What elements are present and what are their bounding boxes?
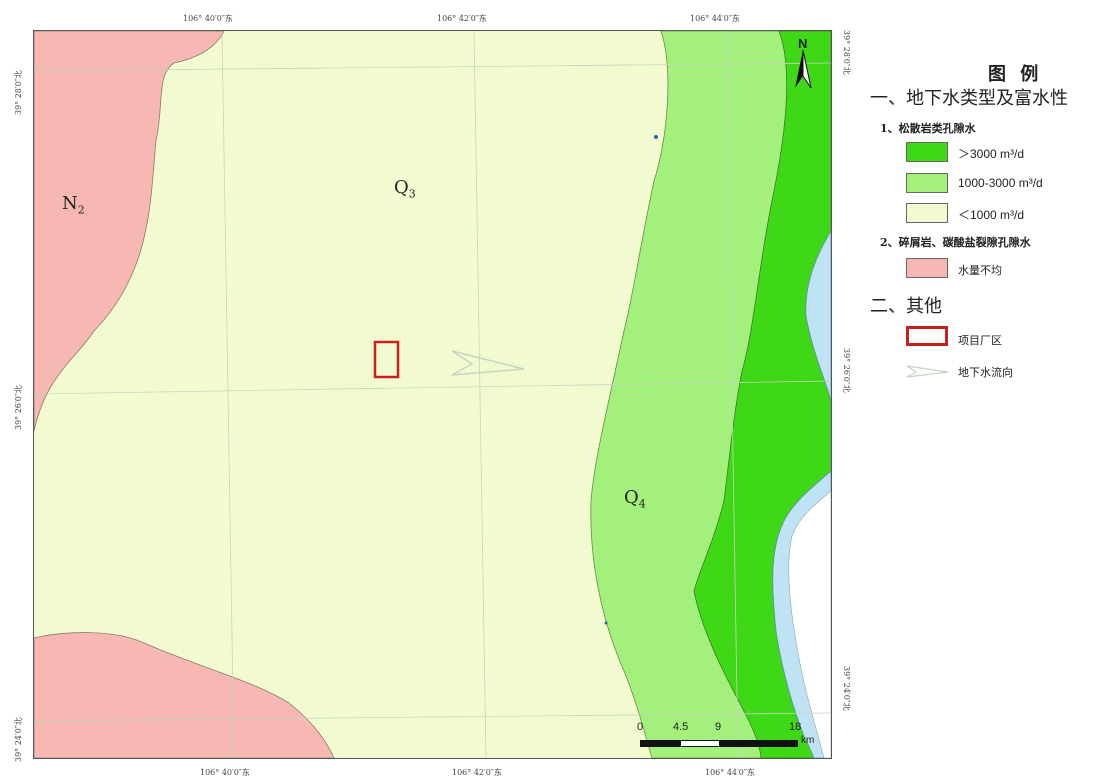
left-tick-1: 39° 28′0″北 bbox=[14, 70, 23, 115]
legend-section-2: 二、其他 bbox=[870, 296, 942, 317]
unit-label-n2: N2 bbox=[62, 193, 85, 217]
north-arrow-icon: N bbox=[792, 36, 822, 92]
n2-region-southwest bbox=[34, 632, 335, 758]
unit-label-q3: Q3 bbox=[394, 177, 416, 201]
graticule-grid bbox=[34, 31, 831, 758]
legend-label-uneven: 水量不均 bbox=[958, 264, 1002, 277]
map-frame: N2 Q3 Q4 bbox=[33, 30, 832, 759]
legend-label-over-3000: ＞3000 m³/d bbox=[958, 147, 1025, 161]
top-tick-3: 106° 44′0″东 bbox=[690, 14, 740, 23]
legend-label-project: 项目厂区 bbox=[958, 334, 1002, 347]
groundwater-flow-arrow bbox=[451, 350, 525, 376]
scale-label-1: 4.5 bbox=[673, 721, 689, 733]
project-area-marker bbox=[373, 340, 400, 379]
scale-label-3: 18 bbox=[789, 721, 802, 733]
n2-region-west bbox=[34, 31, 225, 432]
legend-swatch-over-3000 bbox=[906, 142, 948, 162]
legend-swatch-uneven bbox=[906, 258, 948, 278]
legend-swatch-under-1000 bbox=[906, 203, 948, 223]
legend-title: 图 例 bbox=[988, 64, 1043, 85]
bottom-tick-2: 106° 42′0″东 bbox=[452, 768, 502, 777]
scale-unit: km bbox=[801, 735, 815, 746]
legend-label-flow: 地下水流向 bbox=[958, 366, 1013, 379]
top-tick-1: 106° 40′0″东 bbox=[183, 14, 233, 23]
bottom-tick-1: 106° 40′0″东 bbox=[200, 768, 250, 777]
north-label: N bbox=[798, 36, 808, 51]
top-tick-2: 106° 42′0″东 bbox=[437, 14, 487, 23]
legend-sub-1: 1、松散岩类孔隙水 bbox=[880, 122, 976, 135]
left-tick-2: 39° 26′0″北 bbox=[14, 385, 23, 430]
scale-label-2: 9 bbox=[715, 721, 722, 733]
right-tick-3: 39° 24′0″北 bbox=[842, 666, 851, 711]
scale-label-0: 0 bbox=[637, 721, 644, 733]
geology-map bbox=[34, 31, 831, 758]
legend-swatch-project bbox=[906, 326, 948, 346]
legend-label-under-1000: ＜1000 m³/d bbox=[958, 208, 1025, 222]
right-tick-1: 39° 28′0″北 bbox=[842, 30, 851, 75]
legend-sub-2: 2、碎屑岩、碳酸盐裂隙孔隙水 bbox=[880, 236, 1031, 249]
legend-section-1: 一、地下水类型及富水性 bbox=[870, 88, 1068, 109]
bottom-tick-3: 106° 44′0″东 bbox=[705, 768, 755, 777]
scale-bar: 0 4.5 9 18 km bbox=[637, 721, 827, 751]
legend-flow-arrow-icon bbox=[906, 365, 949, 378]
right-tick-2: 39° 26′0″北 bbox=[842, 348, 851, 393]
riverbank-white bbox=[788, 490, 831, 758]
unit-label-q4: Q4 bbox=[624, 487, 646, 511]
left-tick-3: 39° 24′0″北 bbox=[14, 717, 23, 762]
legend-swatch-1000-3000 bbox=[906, 173, 948, 193]
legend-label-1000-3000: 1000-3000 m³/d bbox=[958, 176, 1043, 190]
